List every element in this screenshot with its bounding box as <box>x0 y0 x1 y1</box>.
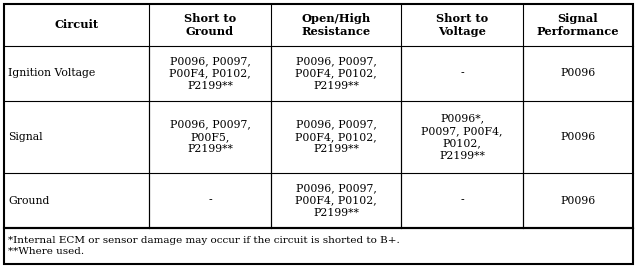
Text: P0096, P0097,
P00F4, P0102,
P2199**: P0096, P0097, P00F4, P0102, P2199** <box>169 56 251 91</box>
Text: P0096: P0096 <box>561 132 596 142</box>
Text: -: - <box>460 195 464 206</box>
Text: P0096: P0096 <box>561 195 596 206</box>
Text: Open/High
Resistance: Open/High Resistance <box>301 13 371 37</box>
Text: Signal: Signal <box>8 132 43 142</box>
Text: Ground: Ground <box>8 195 50 206</box>
Bar <box>4 4 633 228</box>
Text: Short to
Ground: Short to Ground <box>184 13 236 37</box>
Text: -: - <box>208 195 212 206</box>
Text: P0096*,
P0097, P00F4,
P0102,
P2199**: P0096*, P0097, P00F4, P0102, P2199** <box>421 113 503 161</box>
Text: Ignition Voltage: Ignition Voltage <box>8 69 96 79</box>
Text: Signal
Performance: Signal Performance <box>537 13 619 37</box>
Bar <box>4 228 633 264</box>
Text: P0096: P0096 <box>561 69 596 79</box>
Text: -: - <box>460 69 464 79</box>
Text: P0096, P0097,
P00F5,
P2199**: P0096, P0097, P00F5, P2199** <box>169 120 250 155</box>
Text: *Internal ECM or sensor damage may occur if the circuit is shorted to B+.
**Wher: *Internal ECM or sensor damage may occur… <box>8 236 400 256</box>
Text: Short to
Voltage: Short to Voltage <box>436 13 488 37</box>
Text: Circuit: Circuit <box>54 19 99 31</box>
Text: P0096, P0097,
P00F4, P0102,
P2199**: P0096, P0097, P00F4, P0102, P2199** <box>295 183 377 218</box>
Text: P0096, P0097,
P00F4, P0102,
P2199**: P0096, P0097, P00F4, P0102, P2199** <box>295 120 377 155</box>
Text: P0096, P0097,
P00F4, P0102,
P2199**: P0096, P0097, P00F4, P0102, P2199** <box>295 56 377 91</box>
